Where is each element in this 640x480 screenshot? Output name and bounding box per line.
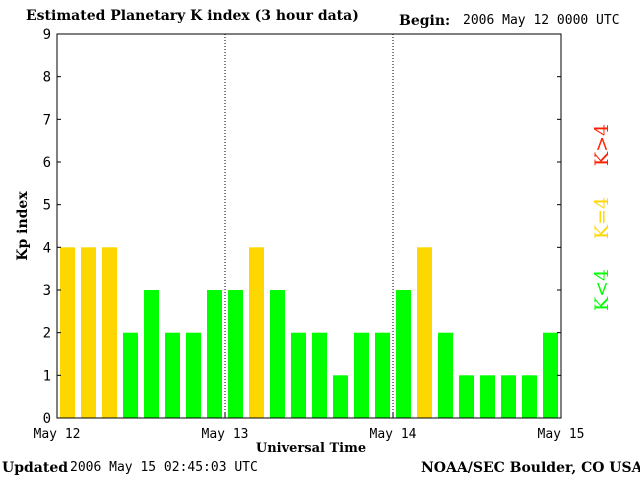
x-tick-label: May 14 [370,427,417,442]
kp-bar [144,290,159,418]
y-tick-label: 8 [43,70,51,86]
begin-label: Begin: [399,13,451,29]
kp-bar [354,332,369,418]
kp-bar [249,247,264,418]
legend-entry: K>4 [591,124,613,166]
chart-title: Estimated Planetary K index (3 hour data… [26,8,359,24]
y-tick-label: 3 [43,283,51,299]
updated-label: Updated [2,460,69,476]
ticks-group: 0 1 2 3 4 5 6 7 8 9 Kp index May 12 May 13 May 14 May … [15,27,584,456]
kp-bar [60,247,75,418]
kp-bar [417,247,432,418]
kp-bar [312,332,327,418]
y-axis-label: Kp index [15,191,31,261]
axes-group [56,33,562,419]
x-tick-label: May 15 [538,427,585,442]
bars-group [60,247,558,418]
kp-bar [459,375,474,418]
kp-bar [396,290,411,418]
kp-bar [438,332,453,418]
begin-value: 2006 May 12 0000 UTC [463,13,620,28]
kp-bar [501,375,516,418]
kp-bar [123,332,138,418]
kp-bar [81,247,96,418]
kp-bar [186,332,201,418]
x-tick-label: May 13 [202,427,249,442]
kp-bar [207,290,222,418]
kp-bar [102,247,117,418]
y-tick-label: 0 [43,411,51,427]
kp-bar [165,332,180,418]
credit-text: NOAA/SEC Boulder, CO USA [421,460,640,476]
y-tick-label: 7 [43,112,51,128]
legend-group: K<4 K=4 K>4 [591,124,613,311]
y-tick-label: 4 [43,240,51,256]
kp-bar [522,375,537,418]
x-axis-label: Universal Time [256,441,366,456]
kp-bar [480,375,495,418]
kp-bar [228,290,243,418]
y-tick-label: 6 [43,155,51,171]
kp-bar [333,375,348,418]
updated-value: 2006 May 15 02:45:03 UTC [70,460,258,475]
kp-bar [375,332,390,418]
x-tick-label: May 12 [34,427,81,442]
y-tick-label: 9 [43,27,51,43]
y-tick-label: 2 [43,326,51,342]
grid-group [224,34,394,418]
legend-entry: K<4 [591,269,613,311]
legend-entry: K=4 [591,197,613,239]
y-tick-label: 1 [43,368,51,384]
kp-bar [291,332,306,418]
kp-bar [543,332,558,418]
y-tick-label: 5 [43,198,51,214]
kp-bar [270,290,285,418]
plot-frame [56,33,562,419]
